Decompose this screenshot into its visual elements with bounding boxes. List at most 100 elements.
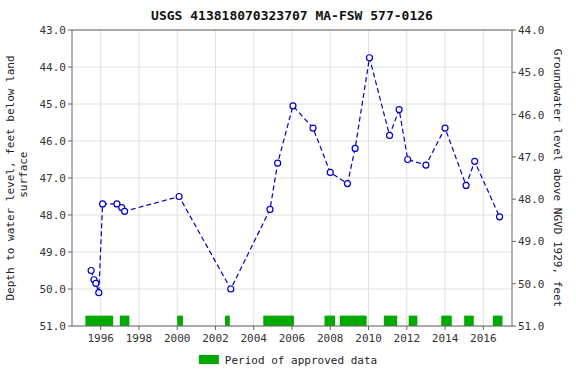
- y2-tick-label: 46.0: [518, 109, 545, 122]
- data-point: [176, 194, 182, 200]
- data-point: [352, 145, 358, 151]
- data-point: [96, 290, 102, 296]
- y2-tick: [512, 199, 516, 200]
- approved-period: [384, 316, 397, 326]
- legend-swatch: [199, 355, 219, 364]
- y2-tick: [512, 72, 516, 73]
- grid-line-y: [72, 178, 512, 179]
- data-point: [88, 268, 94, 274]
- data-point: [267, 206, 273, 212]
- grid: [72, 30, 512, 326]
- x-tick-label: 2008: [317, 332, 344, 345]
- x-tick: [406, 326, 407, 330]
- grid-line-y: [72, 141, 512, 142]
- y2-tick: [512, 156, 516, 157]
- y2-tick: [512, 326, 516, 327]
- x-tick: [483, 326, 484, 330]
- x-tick-label: 2016: [470, 332, 497, 345]
- data-point: [122, 208, 128, 214]
- data-point: [310, 125, 316, 131]
- x-tick-label: 2014: [432, 332, 459, 345]
- y-tick: [68, 326, 72, 327]
- x-tick: [215, 326, 216, 330]
- data-point: [290, 103, 296, 109]
- y-axis-label-line: Depth to water level, feet below land: [4, 55, 17, 300]
- data-point: [472, 158, 478, 164]
- approved-period: [225, 316, 230, 326]
- y-tick-label: 44.0: [40, 61, 67, 74]
- data-point: [327, 169, 333, 175]
- data-point: [100, 201, 106, 207]
- y-axis-label-line: surface: [17, 152, 30, 205]
- y-tick: [68, 289, 72, 290]
- y2-tick-label: 44.0: [518, 24, 545, 37]
- y-tick-label: 49.0: [40, 246, 67, 259]
- y-tick: [68, 141, 72, 142]
- data-point: [497, 214, 503, 220]
- y2-axis-label: Groundwater level above NGVD 1929, feet: [551, 49, 564, 307]
- x-tick: [368, 326, 369, 330]
- x-tick-label: 2002: [202, 332, 229, 345]
- approved-period: [340, 316, 367, 326]
- title: USGS 413818070323707 MA-FSW 577-0126: [151, 8, 433, 23]
- y-tick-label: 45.0: [40, 98, 67, 111]
- grid-line-y: [72, 215, 512, 216]
- data-point: [275, 160, 281, 166]
- y2-tick: [512, 241, 516, 242]
- x-tick: [177, 326, 178, 330]
- x-tick-label: 2012: [394, 332, 421, 345]
- approved-period: [464, 316, 474, 326]
- y2-tick-label: 50.0: [518, 278, 545, 291]
- approved-period: [325, 316, 336, 326]
- y-tick-label: 47.0: [40, 172, 67, 185]
- data-point: [228, 286, 234, 292]
- axes: 1996199820002002200420062008201020122014…: [40, 24, 545, 345]
- x-tick: [100, 326, 101, 330]
- approved-period: [120, 316, 130, 326]
- y-tick: [68, 67, 72, 68]
- y-tick-label: 46.0: [40, 135, 67, 148]
- x-tick-label: 2010: [355, 332, 382, 345]
- x-tick: [138, 326, 139, 330]
- y-tick-label: 50.0: [40, 283, 67, 296]
- approved-period: [409, 316, 418, 326]
- grid-line-y: [72, 289, 512, 290]
- x-tick: [292, 326, 293, 330]
- y-tick: [68, 252, 72, 253]
- data-point: [93, 280, 99, 286]
- legend-label: Period of approved data: [225, 354, 377, 367]
- plot-frame: [72, 30, 512, 326]
- y-tick: [68, 215, 72, 216]
- y2-tick: [512, 30, 516, 31]
- x-tick-label: 2004: [240, 332, 267, 345]
- plot-data: [85, 55, 502, 326]
- x-tick: [253, 326, 254, 330]
- y-tick-label: 51.0: [40, 320, 67, 333]
- chart: 1996199820002002200420062008201020122014…: [0, 0, 576, 384]
- x-tick: [445, 326, 446, 330]
- x-tick: [330, 326, 331, 330]
- data-point: [387, 132, 393, 138]
- x-tick-label: 1996: [87, 332, 114, 345]
- y-axis-label: Depth to water level, feet below land su…: [4, 55, 30, 300]
- y-tick-label: 48.0: [40, 209, 67, 222]
- grid-line-y: [72, 252, 512, 253]
- legend: Period of approved data: [199, 354, 377, 367]
- approved-period: [263, 316, 294, 326]
- y-tick: [68, 178, 72, 179]
- x-tick-label: 2000: [164, 332, 191, 345]
- approved-period: [85, 316, 113, 326]
- y-tick-label: 43.0: [40, 24, 67, 37]
- grid-line-y: [72, 67, 512, 68]
- x-tick-label: 1998: [126, 332, 153, 345]
- y2-tick-label: 48.0: [518, 193, 545, 206]
- y-tick: [68, 30, 72, 31]
- approved-period: [441, 316, 452, 326]
- y2-tick-label: 47.0: [518, 151, 545, 164]
- data-point: [405, 157, 411, 163]
- data-line: [91, 58, 499, 293]
- data-point: [344, 181, 350, 187]
- data-point: [423, 162, 429, 168]
- y-tick: [68, 104, 72, 105]
- y2-tick-label: 49.0: [518, 235, 545, 248]
